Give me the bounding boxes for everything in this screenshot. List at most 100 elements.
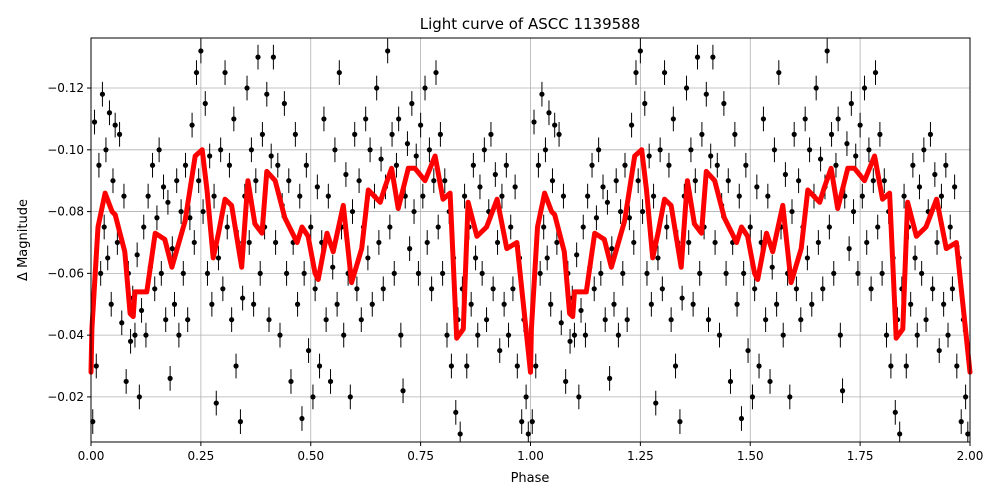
data-point bbox=[864, 239, 870, 246]
data-point bbox=[936, 347, 942, 354]
data-point bbox=[490, 286, 496, 292]
data-point bbox=[767, 378, 773, 385]
data-point bbox=[914, 332, 920, 338]
data-point bbox=[136, 394, 142, 400]
data-point bbox=[101, 224, 107, 230]
data-point bbox=[549, 178, 556, 184]
data-point bbox=[251, 301, 257, 307]
data-point bbox=[850, 208, 857, 215]
data-point bbox=[531, 119, 537, 125]
data-point bbox=[883, 332, 890, 338]
data-point bbox=[908, 301, 914, 307]
data-point bbox=[546, 110, 552, 116]
data-point bbox=[846, 246, 852, 252]
data-point bbox=[690, 301, 696, 307]
data-point bbox=[646, 153, 652, 159]
data-point bbox=[323, 317, 329, 323]
data-point bbox=[679, 295, 685, 301]
x-tick-label: 2.00 bbox=[957, 449, 984, 463]
data-point bbox=[325, 193, 331, 199]
data-point bbox=[119, 320, 125, 326]
data-point bbox=[272, 239, 279, 246]
data-point bbox=[396, 116, 402, 122]
data-point bbox=[288, 378, 294, 385]
data-point bbox=[464, 363, 470, 369]
data-point bbox=[642, 100, 648, 107]
data-point bbox=[831, 270, 837, 276]
data-point bbox=[501, 301, 507, 307]
data-point bbox=[127, 338, 134, 344]
data-point bbox=[901, 193, 907, 199]
data-point bbox=[440, 270, 446, 276]
data-point bbox=[837, 332, 843, 338]
data-point bbox=[809, 301, 815, 307]
data-point bbox=[268, 153, 274, 159]
data-point bbox=[187, 215, 193, 221]
data-point bbox=[596, 147, 602, 153]
data-point bbox=[668, 317, 674, 323]
data-point bbox=[193, 69, 200, 76]
data-point bbox=[620, 270, 626, 276]
data-point bbox=[270, 54, 276, 60]
data-point bbox=[835, 116, 841, 122]
data-point bbox=[703, 91, 709, 97]
data-point bbox=[248, 147, 255, 153]
data-point bbox=[411, 208, 417, 215]
data-point bbox=[872, 69, 879, 76]
data-point bbox=[398, 332, 404, 338]
data-point bbox=[116, 131, 123, 137]
data-point bbox=[782, 171, 789, 178]
data-point bbox=[686, 239, 692, 246]
data-point bbox=[571, 332, 578, 338]
x-tick-label: 0.75 bbox=[407, 449, 434, 463]
data-point bbox=[815, 239, 821, 246]
data-point bbox=[237, 419, 244, 425]
data-point bbox=[365, 255, 371, 261]
data-point bbox=[622, 162, 628, 168]
data-point bbox=[422, 85, 428, 91]
data-point bbox=[712, 239, 718, 246]
data-point bbox=[947, 224, 953, 230]
data-point bbox=[189, 122, 195, 128]
data-point bbox=[529, 419, 535, 425]
data-point bbox=[391, 270, 397, 276]
data-point bbox=[389, 131, 395, 137]
data-point bbox=[169, 246, 175, 252]
data-point bbox=[650, 193, 657, 199]
data-point bbox=[138, 307, 145, 314]
data-point bbox=[943, 162, 949, 168]
data-point bbox=[257, 270, 263, 276]
data-point bbox=[472, 255, 479, 261]
data-point bbox=[903, 363, 909, 369]
y-tick-label: −0.12 bbox=[47, 81, 84, 95]
data-point bbox=[374, 85, 380, 91]
data-point bbox=[409, 100, 415, 107]
data-point bbox=[554, 239, 560, 246]
data-point bbox=[734, 301, 740, 307]
data-point bbox=[661, 69, 668, 76]
data-point bbox=[437, 131, 444, 137]
data-point bbox=[582, 332, 589, 338]
data-point bbox=[653, 400, 659, 406]
data-point bbox=[349, 208, 356, 215]
data-point bbox=[958, 419, 964, 425]
data-point bbox=[949, 286, 956, 292]
data-point bbox=[824, 48, 830, 54]
data-point bbox=[514, 363, 520, 369]
x-axis-label: Phase bbox=[511, 471, 550, 486]
data-point bbox=[857, 122, 863, 128]
data-point bbox=[848, 100, 854, 107]
data-point bbox=[275, 162, 281, 168]
data-point bbox=[475, 332, 481, 338]
data-point bbox=[932, 171, 938, 178]
data-point bbox=[363, 116, 369, 122]
data-point bbox=[141, 224, 147, 230]
data-point bbox=[833, 162, 839, 168]
data-point bbox=[110, 178, 116, 184]
data-point bbox=[644, 270, 650, 276]
data-point bbox=[721, 100, 727, 107]
data-point bbox=[756, 363, 762, 369]
data-point bbox=[544, 255, 550, 261]
data-point bbox=[286, 178, 292, 184]
data-point bbox=[222, 69, 228, 76]
